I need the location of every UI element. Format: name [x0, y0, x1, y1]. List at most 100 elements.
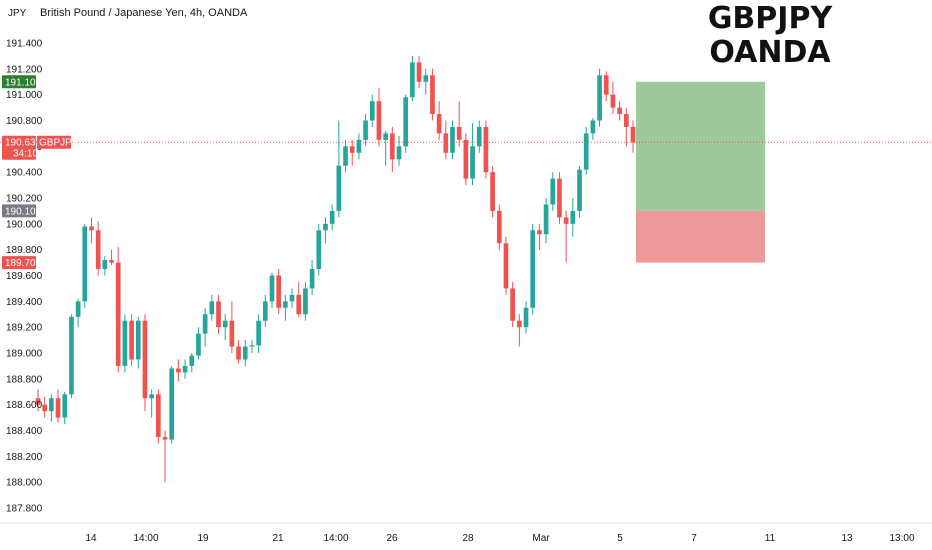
symbol-badge [37, 135, 71, 149]
x-axis-ticks: 14 14:00 19 21 14:00 26 28 Mar 5 7 11 13 13:00 [85, 533, 915, 544]
candle-body [450, 126, 455, 153]
y-tick-label: 191.200 [6, 64, 43, 75]
candle-body [209, 301, 215, 315]
y-tick-label: 188.800 [6, 374, 43, 385]
entry-price-badge [2, 204, 36, 218]
candle-body [343, 146, 348, 166]
take-profit-zone[interactable] [636, 81, 765, 211]
stop-loss-zone[interactable] [636, 210, 765, 263]
candle-body [630, 126, 636, 143]
candle-body [356, 139, 362, 153]
candle-body [82, 226, 88, 302]
y-tick-label: 191.000 [6, 90, 43, 101]
x-tick-label: 26 [386, 533, 398, 544]
candle-body [463, 139, 469, 179]
candle-body [430, 75, 435, 115]
y-tick-label: 188.400 [6, 426, 43, 437]
countdown-label: 34:10 [13, 149, 38, 160]
candle-body [436, 114, 442, 134]
candle-body [563, 217, 569, 224]
candle-body [623, 114, 629, 127]
candle-body [336, 165, 342, 211]
candle-body [222, 320, 228, 328]
x-tick-label: 13 [841, 533, 853, 544]
candle-body [316, 230, 322, 270]
x-tick-label: 14:00 [133, 533, 158, 544]
candle-body [329, 210, 335, 224]
y-tick-label: 190.200 [6, 194, 43, 205]
chart-header: British Pound / Japanese Yen, 4h, OANDA [40, 7, 248, 19]
x-tick-label: 5 [617, 533, 623, 544]
y-tick-label: 188.600 [6, 400, 43, 411]
candle-body [42, 404, 48, 412]
candle-body [496, 210, 502, 244]
y-tick-label: 188.000 [6, 478, 43, 489]
x-tick-label: 19 [197, 533, 209, 544]
candle-body [189, 355, 195, 366]
candle-body [537, 230, 542, 235]
candle-body [155, 394, 161, 437]
stop-loss-badge-label: 189.700 [5, 258, 42, 269]
candle-body [69, 316, 74, 395]
candle-body [416, 62, 422, 82]
current-price-badge-label: 190.632 [5, 138, 42, 149]
candle-body [236, 346, 241, 360]
symbol-badge-label: GBPJPY [39, 138, 79, 149]
candle-body [476, 126, 482, 147]
candle-body [323, 223, 328, 231]
candle-body [296, 294, 302, 315]
candle-body [202, 314, 208, 334]
y-tick-label: 189.400 [6, 297, 43, 308]
candle-body [162, 436, 168, 440]
candle-body [55, 398, 61, 418]
y-tick-label: 187.800 [6, 504, 43, 515]
x-tick-label: 21 [272, 533, 284, 544]
y-tick-label: 189.200 [6, 323, 43, 334]
candle-body [383, 133, 388, 140]
candle-body [617, 107, 622, 115]
y-tick-label: 190.400 [6, 168, 43, 179]
candle-body [570, 210, 576, 224]
candle-body [49, 398, 54, 412]
candle-body [269, 275, 275, 302]
candle-body [396, 146, 402, 160]
candle-body [89, 226, 94, 231]
candle-body [129, 320, 134, 360]
candle-body [410, 62, 415, 98]
candle-body [256, 320, 261, 346]
candle-body [182, 365, 188, 373]
candle-body [443, 133, 449, 153]
candle-body [577, 169, 582, 211]
candle-body [249, 345, 255, 347]
candle-body [242, 346, 248, 360]
y-tick-label: 190.800 [6, 116, 43, 127]
x-tick-label: 11 [765, 533, 776, 544]
candle-body [490, 172, 495, 211]
x-tick-label: Mar [532, 533, 550, 544]
candle-body [590, 120, 596, 134]
candle-body [169, 368, 175, 440]
candle-body [483, 126, 489, 173]
title-symbol: GBPJPY [708, 1, 834, 36]
x-tick-label: 28 [462, 533, 474, 544]
candle-body [303, 288, 308, 315]
candle-body [456, 126, 462, 140]
candle-body [196, 333, 201, 356]
y-tick-label: 190.000 [6, 219, 43, 230]
y-tick-label: 188.200 [6, 452, 43, 463]
entry-price-badge-label: 190.100 [5, 206, 42, 217]
candle-body [583, 133, 589, 170]
y-tick-label: 189.800 [6, 245, 43, 256]
candle-body [503, 243, 509, 289]
candle-body [95, 230, 101, 270]
x-tick-label: 14 [85, 533, 97, 544]
position-zones [636, 81, 765, 263]
candle-body [369, 101, 375, 121]
candle-body [109, 260, 114, 263]
candle-body [523, 307, 529, 328]
candle-body [603, 75, 609, 95]
candle-body [423, 75, 429, 82]
y-tick-label: 189.600 [6, 271, 43, 282]
